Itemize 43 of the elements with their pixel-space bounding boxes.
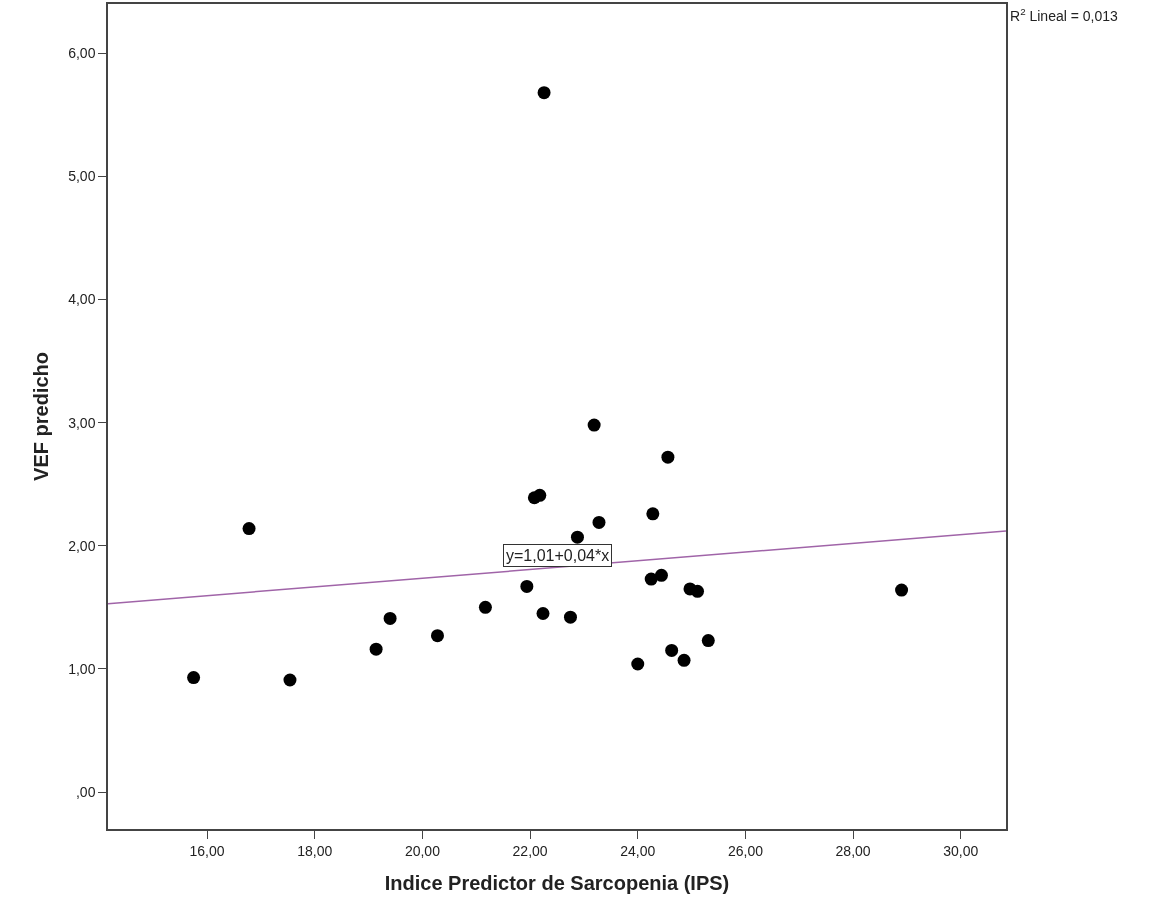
point	[665, 643, 679, 657]
point	[587, 418, 601, 432]
point	[520, 579, 534, 593]
point	[691, 584, 705, 598]
point	[537, 86, 551, 100]
y-tick-label: 6,00	[68, 45, 96, 62]
point	[563, 610, 577, 624]
point	[283, 673, 297, 687]
y-tick-label: 1,00	[68, 660, 96, 677]
y-tick-label: 4,00	[68, 291, 96, 308]
x-tick-label: 18,00	[297, 842, 333, 859]
point	[430, 629, 444, 643]
x-tick-label: 24,00	[620, 842, 656, 859]
x-tick-label: 16,00	[189, 842, 225, 859]
point	[631, 657, 645, 671]
y-tick-label: 2,00	[68, 537, 96, 554]
point	[383, 611, 397, 625]
point	[369, 642, 383, 656]
y-tick-label: 3,00	[68, 414, 96, 431]
point	[533, 488, 547, 502]
point	[654, 568, 668, 582]
point	[895, 583, 909, 597]
annotation: y=1,01+0,04*x	[506, 547, 610, 564]
point	[242, 522, 256, 536]
point	[570, 530, 584, 544]
y-axis-title: VEF predicho	[30, 352, 53, 481]
x-tick-label: 20,00	[404, 842, 441, 859]
point	[592, 515, 606, 529]
point	[187, 671, 201, 685]
point	[478, 600, 492, 614]
x-tick-label: 28,00	[835, 842, 871, 859]
x-tick-label: 30,00	[943, 842, 979, 859]
point	[661, 450, 675, 464]
point	[646, 507, 660, 521]
y-tick-label: ,00	[75, 783, 96, 800]
x-tick-label: 26,00	[727, 842, 764, 859]
x-tick-label: 22,00	[512, 842, 548, 859]
point	[677, 653, 691, 667]
point	[701, 634, 715, 648]
text: R$^{2}$ Lineal = 0,013	[1010, 6, 1119, 24]
y-tick-label: 5,00	[68, 168, 96, 185]
point	[536, 607, 550, 620]
x-axis-title: Indice Predictor de Sarcopenia (IPS)	[384, 871, 730, 894]
